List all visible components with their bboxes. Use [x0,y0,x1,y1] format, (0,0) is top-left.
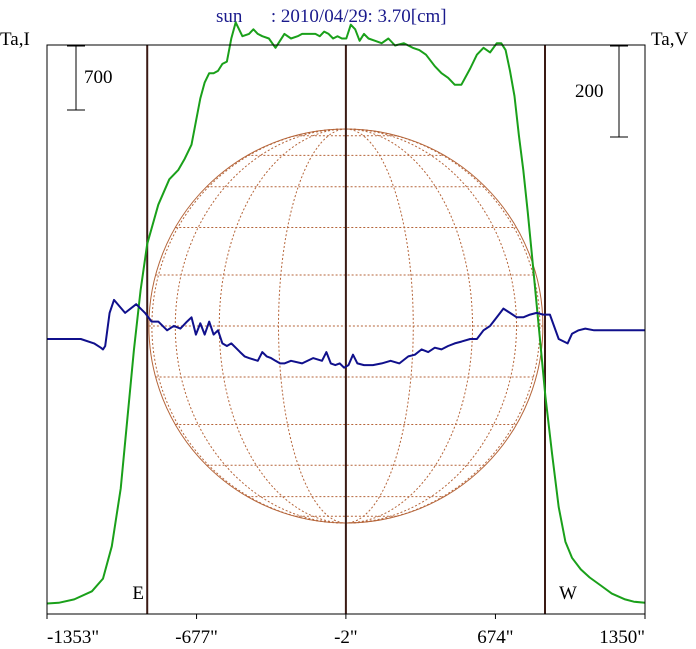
polarization-scale-label: 200 [575,81,604,102]
longitude-line [345,128,473,524]
x-tick-label: -677" [175,627,218,648]
left-axis-label: Ta,I [0,29,30,50]
x-axis-ticks: -1353" -677" -2" 674" 1350" [46,614,646,648]
chart-title: sun : 2010/04/29: 3.70[cm] [216,6,447,27]
intensity-scale-bar [67,45,85,111]
longitude-line [218,128,346,524]
longitude-line [345,128,541,524]
intensity-scale-label: 700 [84,67,113,88]
x-tick-label: 1350" [599,627,645,648]
west-label: W [559,583,577,604]
x-tick-label: -2" [334,627,358,648]
polarization-scale-bar [610,45,628,138]
east-label: E [132,583,144,604]
x-tick-label: 674" [477,627,513,648]
stokes-i-line [46,21,646,605]
x-tick-label: -1353" [47,627,99,648]
series-lines [46,21,646,605]
longitude-line [151,128,346,524]
limb-and-center-markers [146,45,547,614]
longitude-line [278,128,346,524]
longitude-line [345,128,414,524]
right-axis-label: Ta,V [651,29,688,50]
longitude-line [345,128,517,524]
stokes-v-line [47,298,645,369]
